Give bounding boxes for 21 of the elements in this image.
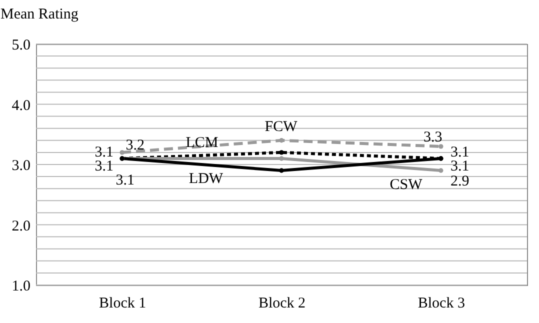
series-label: CSW: [390, 177, 424, 193]
data-label: 3.1: [450, 144, 470, 160]
series-label: LCM: [186, 135, 218, 151]
y-tick-label: 1.0: [12, 278, 30, 294]
data-label: 3.1: [116, 172, 134, 188]
y-axis-title: Mean Rating: [0, 6, 79, 22]
series-label: LDW: [188, 171, 224, 187]
x-tick-label: Block 1: [99, 296, 146, 312]
y-tick-label: 5.0: [12, 38, 30, 54]
series-label: FCW: [264, 119, 298, 135]
data-label: 2.9: [450, 174, 470, 190]
data-label: 3.1: [94, 144, 114, 160]
y-tick-label: 3.0: [12, 158, 30, 174]
data-label: 3.3: [424, 129, 442, 146]
data-label: 3.1: [94, 158, 114, 174]
y-tick-label: 4.0: [12, 98, 30, 114]
y-tick-label: 2.0: [12, 218, 30, 234]
x-tick-label: Block 2: [258, 296, 306, 312]
x-tick-label: Block 3: [418, 296, 465, 312]
data-label: 3.1: [450, 158, 470, 174]
data-label: 3.2: [126, 137, 144, 154]
